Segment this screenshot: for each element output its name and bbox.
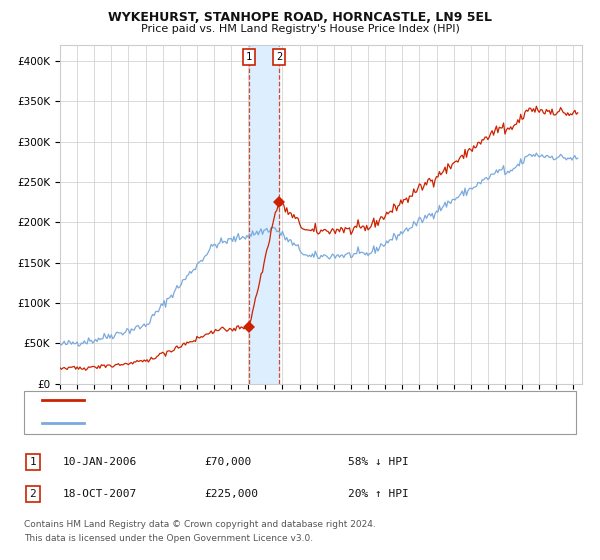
Text: 1: 1 [29,457,37,467]
Text: 20% ↑ HPI: 20% ↑ HPI [348,489,409,499]
Text: HPI: Average price, detached house, East Lindsey: HPI: Average price, detached house, East… [90,418,332,427]
Text: £225,000: £225,000 [204,489,258,499]
Text: 58% ↓ HPI: 58% ↓ HPI [348,457,409,467]
Text: Contains HM Land Registry data © Crown copyright and database right 2024.: Contains HM Land Registry data © Crown c… [24,520,376,529]
Text: 2: 2 [276,52,282,62]
Text: 10-JAN-2006: 10-JAN-2006 [63,457,137,467]
Text: £70,000: £70,000 [204,457,251,467]
Text: 18-OCT-2007: 18-OCT-2007 [63,489,137,499]
Text: Price paid vs. HM Land Registry's House Price Index (HPI): Price paid vs. HM Land Registry's House … [140,24,460,34]
Text: WYKEHURST, STANHOPE ROAD, HORNCASTLE, LN9 5EL (detached house): WYKEHURST, STANHOPE ROAD, HORNCASTLE, LN… [90,395,449,405]
Bar [249,45,279,384]
Text: WYKEHURST, STANHOPE ROAD, HORNCASTLE, LN9 5EL: WYKEHURST, STANHOPE ROAD, HORNCASTLE, LN… [108,11,492,24]
Text: 1: 1 [246,52,252,62]
Text: This data is licensed under the Open Government Licence v3.0.: This data is licensed under the Open Gov… [24,534,313,543]
Text: 2: 2 [29,489,37,499]
